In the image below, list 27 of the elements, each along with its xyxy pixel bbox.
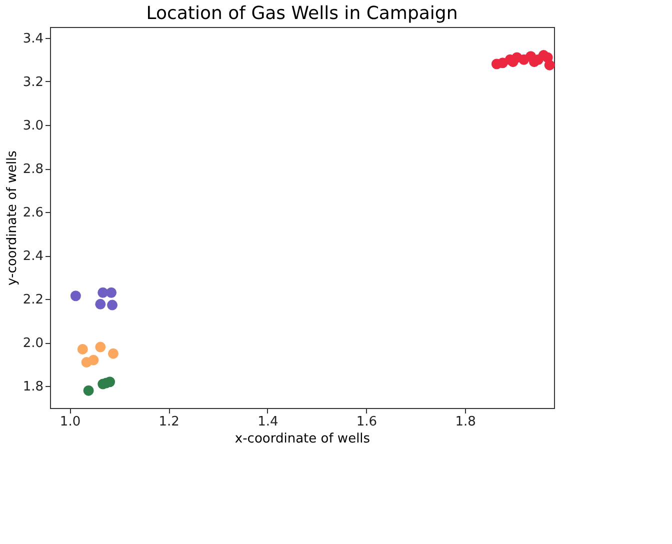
y-tick-label: 2.6	[22, 206, 44, 221]
y-tick-label: 2.8	[22, 162, 44, 178]
point	[544, 60, 555, 70]
point	[88, 354, 99, 366]
point	[95, 342, 106, 352]
x-tick-label: 1.8	[455, 414, 476, 430]
point	[77, 344, 88, 354]
chart-title: Location of Gas Wells in Campaign	[146, 3, 458, 24]
x-tick-label: 1.4	[258, 414, 278, 430]
y-tick-label: 2.2	[22, 292, 44, 308]
point	[106, 287, 117, 298]
y-axis-title: y-coordinate of wells	[4, 150, 20, 286]
y-tick-label: 1.8	[22, 380, 44, 395]
y-tick-label: 3.0	[22, 118, 44, 134]
point	[83, 385, 94, 396]
point	[107, 300, 118, 310]
x-tick-label: 1.2	[158, 414, 180, 430]
y-tick-label: 3.2	[22, 74, 44, 90]
point	[108, 348, 118, 359]
x-tick-label: 1.6	[356, 414, 378, 430]
point	[70, 290, 81, 302]
x-tick-label: 1.0	[60, 414, 81, 430]
y-tick-label: 2.4	[22, 249, 44, 264]
point	[95, 298, 106, 310]
y-tick-label: 2.0	[22, 336, 44, 352]
y-tick-label: 3.4	[22, 31, 44, 46]
x-axis-title: x-coordinate of wells	[234, 432, 370, 446]
